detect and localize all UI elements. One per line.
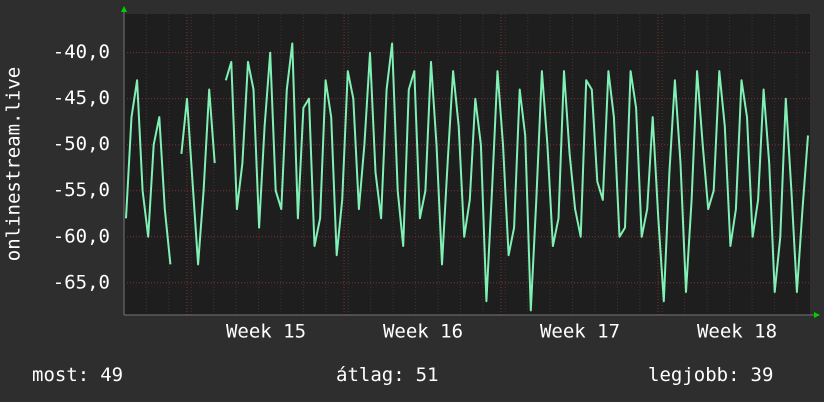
stat-label: most: <box>32 364 89 386</box>
x-tick-label: Week 17 <box>540 321 620 343</box>
stat-value: 49 <box>100 364 123 386</box>
stat-value: 39 <box>751 364 774 386</box>
stat-value: 51 <box>416 364 439 386</box>
y-tick-label: -60,0 <box>53 225 110 247</box>
y-arrow <box>121 6 127 12</box>
stat-label: átlag: <box>336 364 405 386</box>
x-arrow <box>814 312 820 318</box>
stat: legjobb: 39 <box>648 364 773 386</box>
y-tick-label: -40,0 <box>53 41 110 63</box>
y-tick-label: -45,0 <box>53 87 110 109</box>
x-tick-label: Week 18 <box>697 321 777 343</box>
y-tick-label: -50,0 <box>53 133 110 155</box>
x-tick-label: Week 16 <box>383 321 463 343</box>
y-tick-label: -55,0 <box>53 179 110 201</box>
stat-label: legjobb: <box>648 364 740 386</box>
stat: átlag: 51 <box>336 364 439 386</box>
line-series <box>125 42 809 312</box>
y-axis-label: onlinestream.live <box>3 67 25 261</box>
plot-area <box>124 14 810 315</box>
x-tick-label: Week 15 <box>226 321 306 343</box>
stat: most: 49 <box>32 364 123 386</box>
y-tick-label: -65,0 <box>53 271 110 293</box>
